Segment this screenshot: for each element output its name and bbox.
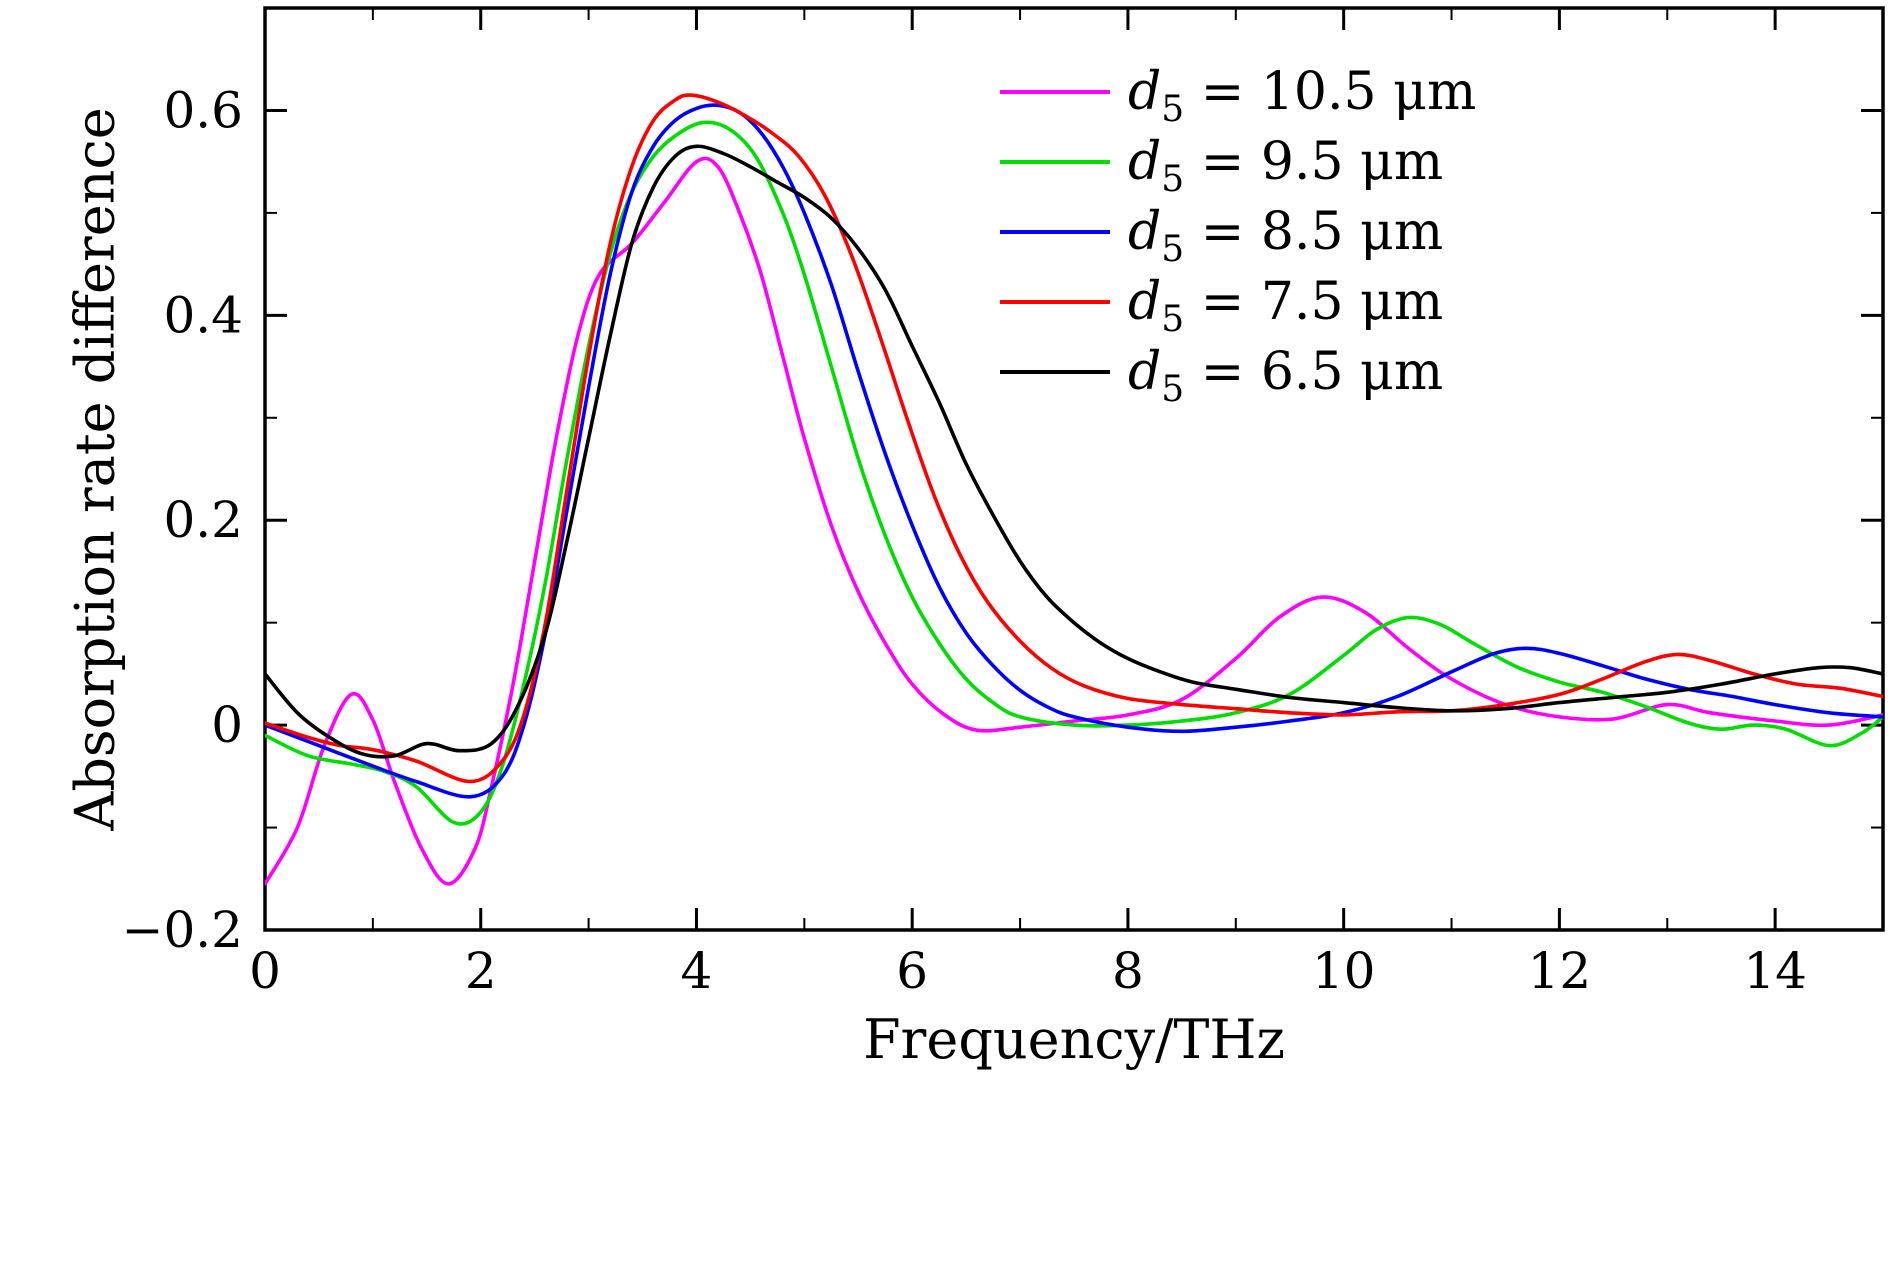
series-line-d5-6.5um (265, 144, 1883, 759)
x-tick-label: 8 (1112, 942, 1144, 1000)
plot-frame (263, 6, 1885, 932)
y-tick-label: 0.2 (163, 491, 243, 549)
y-tick-label: 0.4 (163, 286, 243, 344)
series-line-d5-8.5um (265, 103, 1883, 799)
y-tick-label: −0.2 (122, 901, 243, 959)
x-tick-label: 10 (1312, 942, 1376, 1000)
legend-label-d5-9.5um: d5 = 9.5 μm (1128, 132, 1443, 200)
x-tick-label: 14 (1743, 942, 1807, 1000)
legend-label-d5-10.5um: d5 = 10.5 μm (1128, 62, 1476, 130)
series-line-d5-10.5um (265, 156, 1883, 886)
series-line-d5-7.5um (265, 93, 1883, 784)
legend-label-d5-6.5um: d5 = 6.5 μm (1128, 342, 1443, 410)
legend-label-d5-7.5um: d5 = 7.5 μm (1128, 272, 1443, 340)
y-tick-label: 0 (211, 696, 243, 754)
x-tick-label: 0 (249, 942, 281, 1000)
x-tick-label: 12 (1528, 942, 1592, 1000)
y-tick-label: 0.6 (163, 81, 243, 139)
legend-label-d5-8.5um: d5 = 8.5 μm (1128, 202, 1443, 270)
x-axis-title: Frequency/THz (863, 1008, 1285, 1071)
x-tick-label: 2 (465, 942, 497, 1000)
series-line-d5-9.5um (265, 120, 1883, 826)
x-tick-label: 4 (681, 942, 713, 1000)
x-tick-label: 6 (896, 942, 928, 1000)
y-axis-title: Absorption rate difference (63, 107, 127, 831)
